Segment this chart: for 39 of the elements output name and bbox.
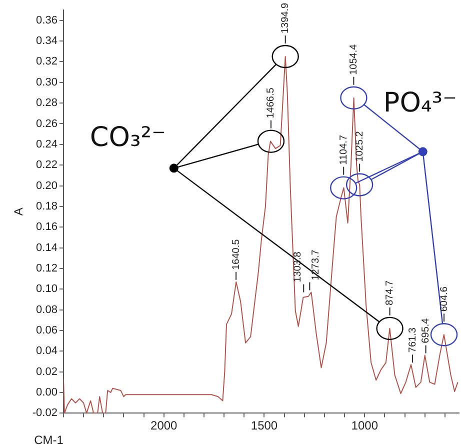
x-tick-label: 1000 [351,418,378,433]
annotation: 1054.4 [348,44,360,75]
annotation: 1303.8 [292,251,304,282]
y-tick-label: 0.10 [36,283,58,296]
y-tick-label: 0.22 [36,159,58,172]
annotation: 1640.5 [230,238,242,270]
y-tick-label: 0.26 [36,118,58,130]
y-tick-label: 0.36 [36,14,58,26]
y-tick-label: 0.14 [36,242,58,254]
x-tick-label: 2000 [150,418,178,433]
y-tick-label: 0.28 [36,97,58,110]
annotation: 761.3 [407,327,418,353]
y-tick-label: 0.30 [36,76,58,88]
y-tick-label: 0.32 [36,56,58,68]
y-tick-label: 0.00 [36,386,58,399]
y-tick-label: 0.06 [36,324,58,337]
x-axis-title: CM-1 [34,433,64,448]
y-axis-title: A [12,208,26,216]
y-tick-label: -0.02 [32,407,58,420]
annotation: PO₄³⁻ [383,88,457,119]
annotation: 1104.7 [338,134,350,165]
annotation: 1466.5 [266,87,277,118]
y-tick-label: 0.08 [36,304,58,316]
annotation: CO₃²⁻ [90,122,166,154]
y-tick-label: 0.20 [36,180,58,192]
annotation: 604.6 [438,286,450,312]
y-tick-label: 0.16 [36,221,58,234]
annotation: 1025.2 [354,130,366,162]
y-tick-label: 0.02 [36,366,58,378]
y-tick-label: 0.04 [36,345,58,358]
x-tick-label: 1500 [250,418,278,433]
y-tick-label: 0.24 [36,138,58,150]
annotation: 1273.7 [310,249,322,280]
y-tick-label: 0.18 [36,200,58,212]
annotation: 695.4 [420,318,432,344]
annotation: 1394.9 [280,2,292,34]
y-tick-label: 0.34 [36,35,58,48]
y-tick-label: 0.12 [36,262,58,274]
annotation: 874.7 [384,280,396,306]
